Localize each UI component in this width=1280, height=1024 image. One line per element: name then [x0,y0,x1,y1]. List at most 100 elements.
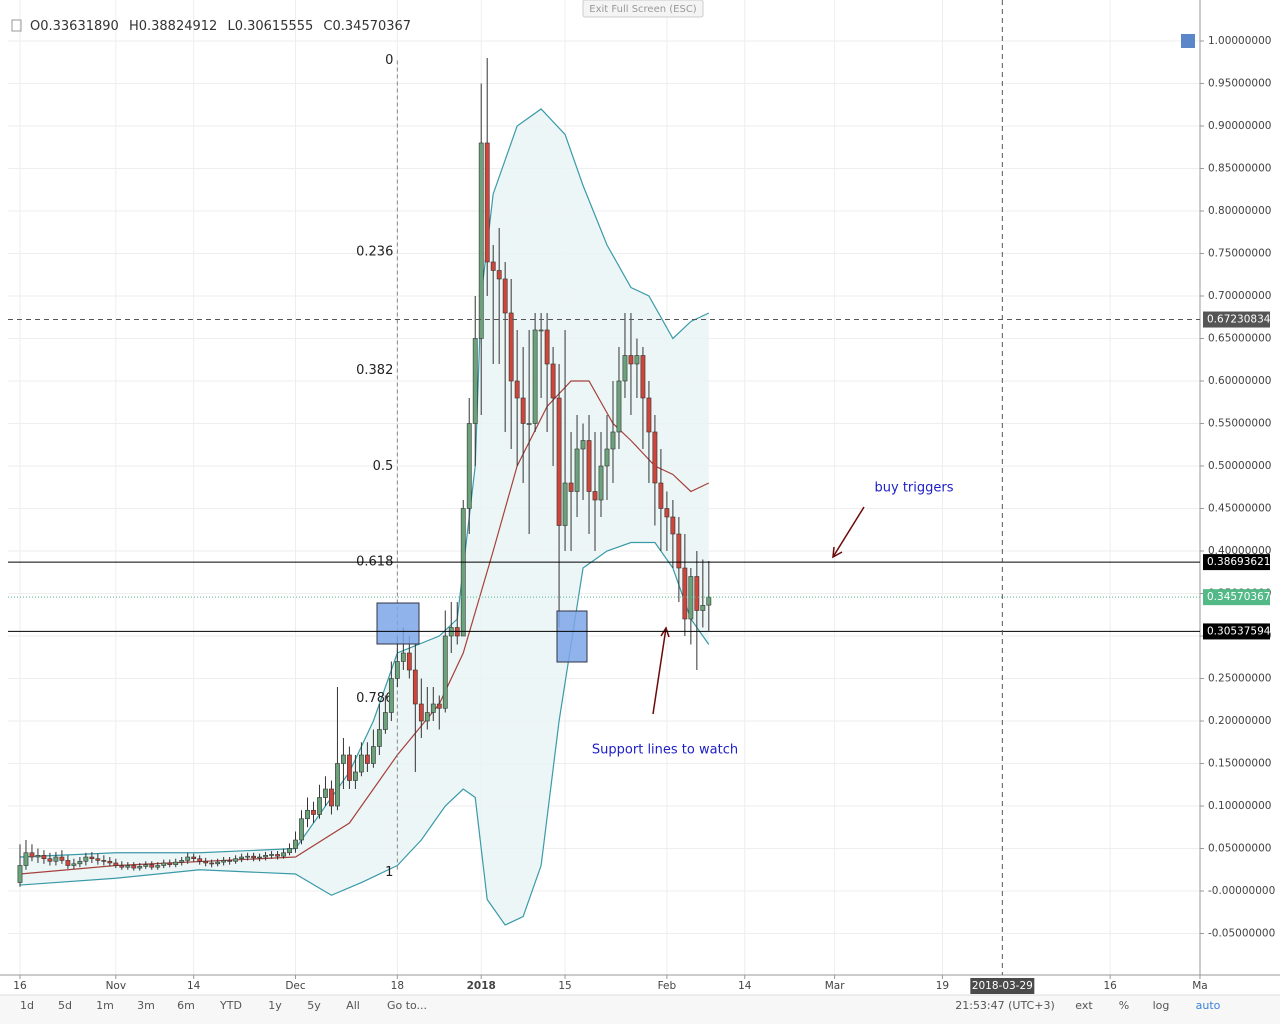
date-tag-label: 2018-03-29 [972,980,1033,992]
candle-body [640,355,646,399]
y-tick-label: 0.75000000 [1208,247,1271,259]
arrow [832,506,865,558]
candle-body [245,855,250,858]
zone-box [556,610,588,663]
exit-button[interactable] [582,0,704,18]
candle-body [359,754,364,773]
candle-body [125,865,131,868]
y-tick-label: 0.10000000 [1208,800,1271,812]
candle-body [221,860,227,863]
candle-body [388,678,394,713]
date-tag [970,978,1035,994]
candle-body [526,423,532,425]
range-button[interactable]: YTD [219,999,242,1012]
candle-body [341,754,346,764]
x-tick-label: 16 [13,980,27,992]
candle-body [131,865,137,869]
option-button[interactable]: auto [1196,999,1221,1012]
ohlc-key: C [323,19,332,34]
range-button[interactable]: 5y [307,999,321,1012]
candle-body [251,855,256,859]
candle-body [604,448,610,467]
y-tick-label: 0.90000000 [1208,120,1271,132]
scale-icon[interactable] [1181,34,1195,48]
candle-body [496,270,502,280]
y-tick-label: 0.45000000 [1208,502,1271,514]
candle-body [466,423,472,509]
y-tick-label: 0.60000000 [1208,375,1271,387]
y-tick-label: 0.80000000 [1208,205,1271,217]
range-button[interactable]: All [346,999,360,1012]
candle-body [59,856,65,861]
ohlc-key: O [30,19,40,34]
candle-body [317,797,322,815]
x-tick-label: 19 [936,980,949,992]
arrow-head [660,626,670,638]
option-button[interactable]: log [1153,999,1170,1012]
candle-body [311,809,316,815]
arrow [652,627,667,715]
range-button[interactable]: 1m [96,999,114,1012]
price-tag-label: 0.38693621 [1207,556,1270,568]
option-button[interactable]: ext [1075,999,1093,1012]
candle-body [382,712,388,730]
candle-body [472,338,478,424]
candle-body [209,862,215,865]
candle-body [562,482,568,526]
candle-body [598,465,604,501]
candle-body [101,860,107,862]
x-tick-label: Ma [1192,980,1208,992]
range-buttons: 1d 5d 1m 3m 6m YTD 1y 5y All Go to... 21… [20,999,1221,1012]
clock: 21:53:47 (UTC+3) [955,999,1055,1012]
ohlc-value: 0.33631890 [40,19,119,34]
fib-level-label: 0 [385,53,393,68]
candle-body [652,431,658,484]
range-button[interactable]: 3m [137,999,155,1012]
annotation: Support lines to watch [592,743,738,758]
candle-body [263,855,268,858]
price-tag-label: 0.67230834 [1207,314,1271,326]
ohlc-value: 0.34570367 [333,19,412,34]
candle-body [287,848,292,854]
candle-body [17,865,23,883]
range-button[interactable]: 1d [20,999,34,1012]
candle-body [550,363,556,399]
candle-body [113,862,119,866]
candle-body [257,856,262,859]
candle-body [520,397,526,424]
range-button[interactable]: 5d [58,999,72,1012]
goto-button[interactable]: Go to... [387,999,427,1012]
price-tag-label: 0.30537594 [1207,625,1271,637]
candle-body [412,669,418,705]
exit-label[interactable]: Exit Full Screen (ESC) [589,4,697,15]
candle-body [173,861,179,865]
range-button[interactable]: 6m [177,999,195,1012]
option-button[interactable]: % [1119,999,1129,1012]
price-tag [1203,554,1270,571]
candle-body [658,482,664,509]
fib-level-label: 1 [385,865,393,880]
range-button[interactable]: 1y [268,999,282,1012]
candle-body [556,397,562,526]
candle-body [83,856,89,862]
candle-body [203,860,209,864]
candle-body [370,746,376,764]
candle-body [574,448,580,492]
x-tick-label: 14 [187,980,201,992]
fib-level-label: 0.236 [356,245,393,260]
candle-body [275,854,280,857]
fib-level-label: 0.786 [356,691,393,706]
candle-body [215,861,221,865]
indicator-line [19,541,710,926]
candle-body [424,712,430,722]
x-tick-label: 14 [738,980,752,992]
y-tick-label: 0.65000000 [1208,332,1271,344]
price-tag-label: 0.34570367 [1207,591,1270,603]
y-tick-label: -0.00000000 [1208,885,1275,897]
y-tick-label: 0.20000000 [1208,715,1271,727]
candle-body [89,856,95,860]
arrow-head [832,546,843,559]
ohlc-value: 0.30615555 [235,19,314,34]
candle-body [706,596,712,606]
icon[interactable] [11,19,22,32]
